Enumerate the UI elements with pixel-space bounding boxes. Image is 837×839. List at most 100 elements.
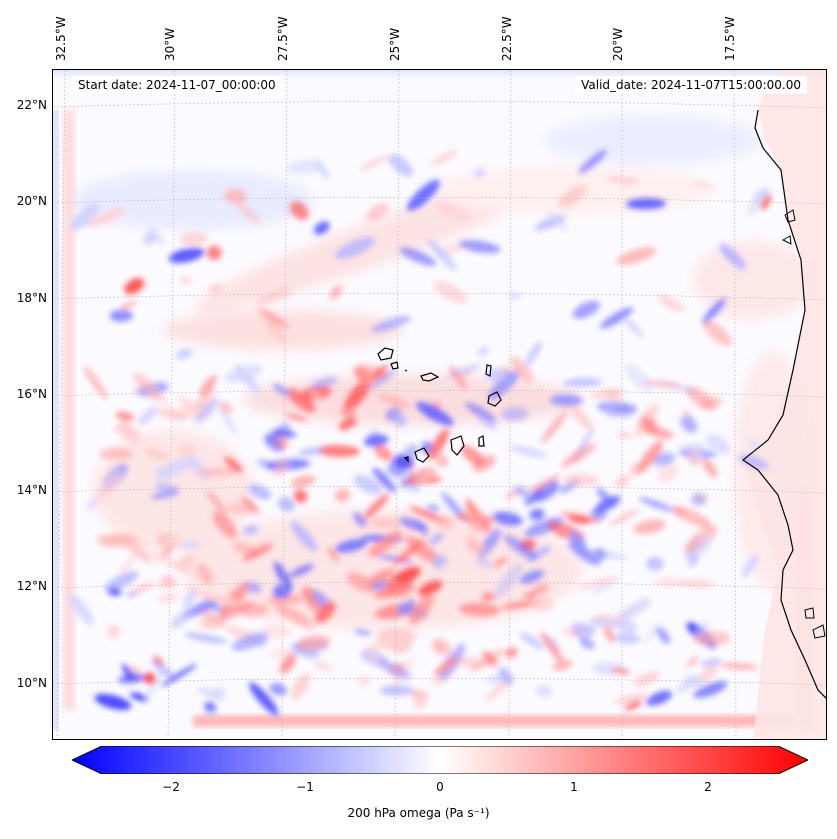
sinking-cell xyxy=(176,553,195,572)
rising-cell xyxy=(623,316,644,338)
rising-cell xyxy=(138,406,158,426)
rising-cell xyxy=(546,210,568,233)
rising-cell xyxy=(645,622,659,643)
rising-cell xyxy=(492,511,523,526)
rising-cell xyxy=(170,607,195,629)
rising-cell xyxy=(70,203,100,231)
rising-cell xyxy=(498,667,513,686)
rising-cell xyxy=(746,190,767,216)
sinking-cell xyxy=(430,149,459,166)
sinking-cell xyxy=(303,619,318,632)
sinking-cell xyxy=(179,231,208,247)
rising-cell xyxy=(290,521,318,552)
island-santa-luzia xyxy=(404,369,408,372)
rising-cell xyxy=(273,383,290,397)
map-panel xyxy=(52,69,827,740)
sinking-cell xyxy=(702,319,733,347)
sinking-cell xyxy=(633,519,666,535)
sinking-cell xyxy=(285,413,309,422)
rising-cell xyxy=(652,452,675,467)
sinking-cell xyxy=(217,601,254,621)
rising-cell xyxy=(494,563,523,599)
rising-cell xyxy=(719,243,746,270)
sinking-cell xyxy=(354,367,372,386)
sinking-cell xyxy=(156,407,188,421)
sinking-cell xyxy=(434,280,467,304)
gridline-16n xyxy=(53,389,826,398)
rising-cell xyxy=(464,402,497,423)
sinking-cell xyxy=(657,464,679,483)
rising-cell xyxy=(224,364,263,383)
sinking-cell xyxy=(310,389,322,402)
lon-label-22-5w: 22.5°W xyxy=(500,16,514,61)
rising-cell xyxy=(614,632,641,644)
sinking-cell xyxy=(382,633,418,650)
rising-cell xyxy=(243,525,259,534)
sinking-cell xyxy=(614,693,650,704)
rising-cell xyxy=(432,554,448,569)
lat-label-22n: 22°N xyxy=(16,98,47,112)
rising-cell xyxy=(579,638,595,649)
rising-cell xyxy=(277,496,295,512)
sinking-cell xyxy=(558,185,587,208)
rising-cell xyxy=(514,486,533,500)
sinking-cell xyxy=(482,650,498,667)
sinking-cell xyxy=(616,247,657,265)
rising-cell xyxy=(94,693,132,711)
sinking-cell xyxy=(224,188,247,204)
sinking-cell xyxy=(315,601,336,623)
rising-cell xyxy=(676,675,698,694)
lon-label-30w: 30°W xyxy=(163,27,177,61)
rising-cell xyxy=(273,584,291,599)
island-boa-vista xyxy=(487,391,502,407)
island-maio xyxy=(478,435,485,447)
rising-cell xyxy=(477,346,489,357)
sinking-cell xyxy=(563,473,600,487)
rising-cell xyxy=(529,508,545,521)
sinking-cell xyxy=(564,399,595,432)
sinking-cell xyxy=(209,284,224,295)
sinking-cell xyxy=(124,278,145,295)
sinking-cell xyxy=(359,155,390,171)
rising-cell xyxy=(393,412,407,427)
rising-cell xyxy=(298,447,326,456)
bottom-edge-band xyxy=(193,715,793,727)
sinking-cell xyxy=(334,488,351,503)
rising-cell xyxy=(194,398,219,424)
rising-cell xyxy=(353,512,367,528)
lat-label-10n: 10°N xyxy=(16,676,47,690)
rising-cell xyxy=(578,149,607,174)
sinking-cell xyxy=(531,596,553,612)
sinking-cell xyxy=(293,489,308,504)
sinking-cell xyxy=(296,635,331,651)
sinking-cell xyxy=(158,593,179,603)
graticule xyxy=(53,70,826,739)
gridline-20n xyxy=(53,196,826,205)
sinking-cell xyxy=(329,285,343,300)
sinking-cell xyxy=(224,456,243,474)
rising-cell xyxy=(289,563,314,578)
sinking-cell xyxy=(107,625,120,639)
rising-cell xyxy=(587,623,596,635)
rising-cell xyxy=(646,556,664,571)
sinking-cell xyxy=(377,393,411,409)
rising-cell xyxy=(212,685,226,700)
cape-verde-islands xyxy=(377,347,502,463)
lat-label-16n: 16°N xyxy=(16,387,47,401)
sinking-cell xyxy=(367,530,403,557)
sinking-cell xyxy=(117,420,141,444)
sinking-cell xyxy=(436,515,455,531)
sinking-cell xyxy=(99,447,134,460)
sinking-cell xyxy=(83,365,108,400)
sinking-cell xyxy=(304,593,322,613)
rising-cell xyxy=(129,692,149,702)
gridline-10n xyxy=(53,677,826,686)
rising-cell xyxy=(399,247,437,266)
rising-cell xyxy=(150,489,179,500)
rising-cell xyxy=(204,701,217,714)
rising-cell xyxy=(475,557,494,568)
sinking-cell xyxy=(169,532,184,545)
rising-cell xyxy=(335,539,368,553)
sinking-cell xyxy=(687,656,699,668)
rising-cell xyxy=(656,627,671,644)
